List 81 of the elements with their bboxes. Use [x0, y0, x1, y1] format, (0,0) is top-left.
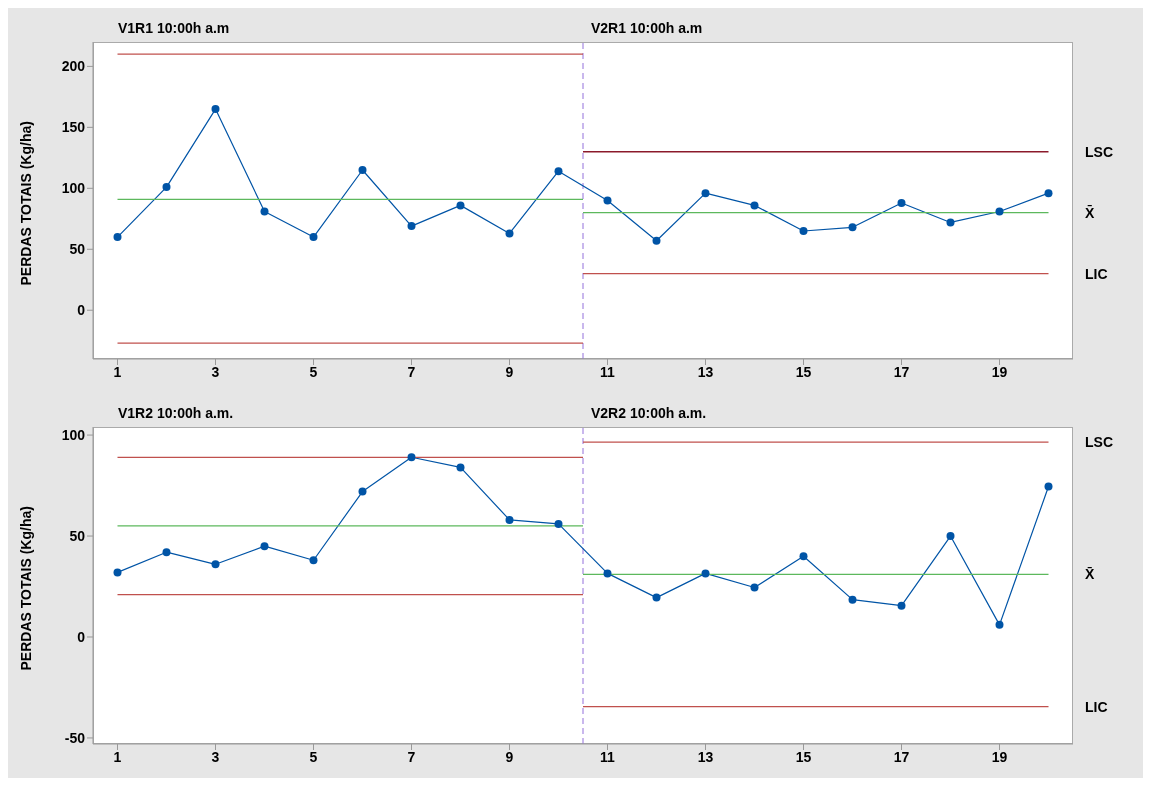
point: [946, 532, 955, 541]
point: [848, 595, 857, 604]
x-tick-label: 19: [991, 748, 1008, 765]
point: [309, 233, 318, 242]
y-tick-label: 50: [69, 528, 86, 544]
point: [946, 218, 955, 227]
point: [750, 583, 759, 592]
text: V2R1 10:00h a.m: [591, 20, 703, 36]
point: [1044, 482, 1053, 491]
x-tick-label: 1: [113, 363, 122, 380]
point: [358, 166, 367, 175]
x-tick-label: 15: [795, 748, 812, 765]
point: [407, 453, 416, 462]
point: [750, 201, 759, 210]
y-axis-title: PERDAS TOTAIS (Kg/ha): [17, 506, 34, 671]
text: V2R2 10:00h a.m.: [591, 405, 707, 421]
x-tick-label: 17: [893, 363, 910, 380]
x-tick-label: 9: [505, 748, 514, 765]
point: [260, 542, 269, 551]
y-tick-label: 200: [61, 58, 86, 75]
point: [113, 568, 122, 577]
x-tick-label: 5: [309, 363, 318, 380]
y-tick-label: -50: [64, 729, 86, 746]
point: [505, 229, 514, 238]
text: LSC: [1085, 143, 1113, 160]
text: V1R2 10:00h a.m.: [118, 405, 234, 421]
x-tick-label: 13: [697, 363, 714, 380]
text: LIC: [1085, 265, 1108, 282]
point: [995, 620, 1004, 629]
point: [897, 601, 906, 610]
point: [799, 552, 808, 561]
x-tick-label: 13: [697, 748, 714, 765]
point: [211, 560, 220, 569]
x-tick-label: 9: [505, 363, 514, 380]
text: V1R1 10:00h a.m: [118, 20, 230, 36]
point: [211, 105, 220, 114]
x-tick-label: 7: [407, 748, 416, 765]
point: [799, 226, 808, 235]
text: LIC: [1085, 698, 1108, 715]
point: [897, 198, 906, 207]
x-tick-label: 17: [893, 748, 910, 765]
point: [652, 236, 661, 245]
point: [162, 183, 171, 192]
point: [505, 515, 514, 524]
x-tick-label: 1: [113, 748, 122, 765]
x-tick-label: 19: [991, 363, 1008, 380]
point: [358, 487, 367, 496]
point: [554, 519, 563, 528]
point: [113, 233, 122, 242]
y-tick-label: 150: [61, 119, 86, 136]
point: [848, 223, 857, 232]
x-tick-label: 15: [795, 363, 812, 380]
point: [162, 548, 171, 557]
x-tick-label: 11: [600, 363, 616, 380]
x-tick-label: 7: [407, 363, 416, 380]
point: [456, 463, 465, 472]
text: X̄: [1085, 204, 1095, 221]
point: [407, 222, 416, 231]
x-tick-label: 3: [211, 363, 220, 380]
x-tick-label: 3: [211, 748, 220, 765]
point: [603, 196, 612, 205]
point: [309, 556, 318, 565]
y-tick-label: 50: [69, 241, 86, 258]
point: [260, 207, 269, 216]
point: [995, 207, 1004, 216]
text: X̄: [1085, 565, 1095, 583]
point: [603, 569, 612, 578]
point: [652, 593, 661, 602]
y-tick-label: 0: [77, 302, 86, 319]
point: [701, 569, 710, 578]
point: [554, 167, 563, 176]
point: [701, 189, 710, 198]
y-axis-title: PERDAS TOTAIS (Kg/ha): [17, 121, 34, 286]
point: [1044, 189, 1053, 198]
x-tick-label: 5: [309, 748, 318, 765]
text: LSC: [1085, 434, 1113, 451]
x-tick-label: 11: [600, 748, 616, 765]
y-tick-label: 100: [61, 180, 86, 197]
point: [456, 201, 465, 210]
y-tick-label: 100: [61, 427, 86, 444]
y-tick-label: 0: [77, 628, 86, 645]
